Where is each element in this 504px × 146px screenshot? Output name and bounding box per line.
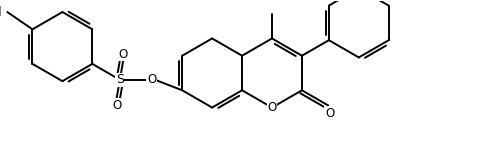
Text: O: O	[325, 107, 334, 120]
Text: O: O	[268, 101, 277, 114]
Text: O: O	[118, 48, 128, 61]
Text: S: S	[116, 73, 124, 86]
Text: Cl: Cl	[0, 6, 2, 19]
Text: O: O	[112, 99, 121, 112]
Text: O: O	[147, 73, 156, 86]
